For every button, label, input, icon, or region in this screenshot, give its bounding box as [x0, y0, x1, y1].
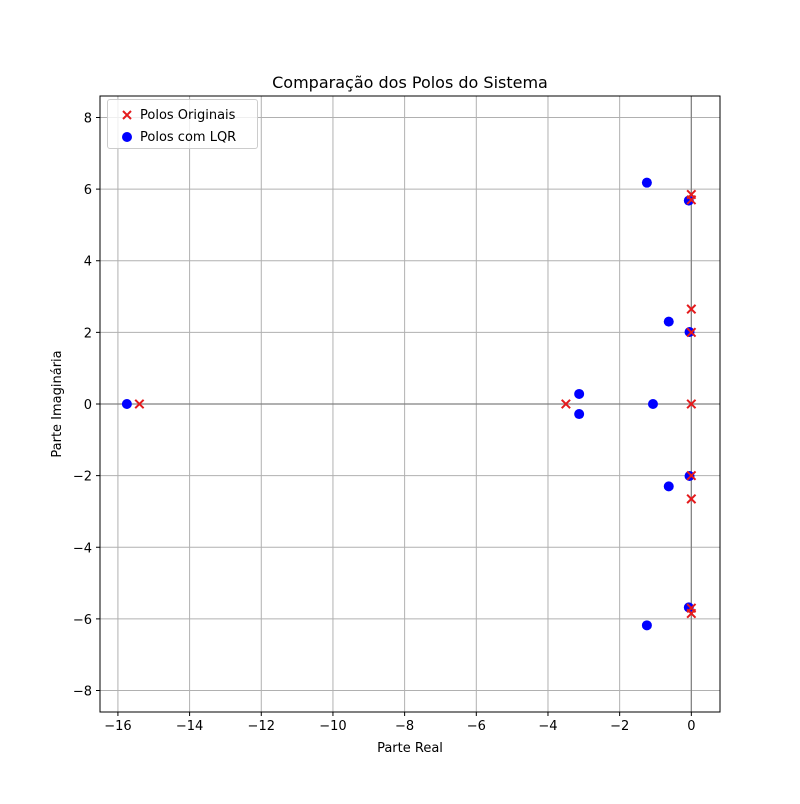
- lqr-pole-point: [663, 481, 674, 492]
- y-tick-label: 0: [84, 398, 92, 413]
- y-tick-label: 6: [84, 183, 92, 198]
- x-tick-label: −16: [104, 719, 131, 734]
- lqr-pole-point: [683, 602, 694, 613]
- lqr-pole-point: [663, 316, 674, 327]
- plot-area-frame: [99, 95, 721, 713]
- x-tick-label: −12: [248, 719, 275, 734]
- lqr-pole-point: [647, 399, 658, 409]
- original-pole-point: [686, 493, 697, 504]
- lqr-pole-point: [574, 388, 585, 399]
- x-tick-label: −14: [176, 719, 203, 734]
- legend: Polos Originais Polos com LQR: [107, 99, 258, 149]
- x-tick-label: −2: [610, 719, 629, 734]
- original-pole-point: [560, 399, 571, 409]
- original-pole-point: [686, 603, 697, 614]
- y-tick-label: −8: [73, 685, 92, 700]
- x-tick-label: −6: [467, 719, 486, 734]
- x-tick-label: −4: [538, 719, 557, 734]
- chart-title: Comparação dos Polos do Sistema: [272, 73, 548, 92]
- legend-label-lqr: Polos com LQR: [140, 129, 237, 145]
- legend-label-original: Polos Originais: [140, 107, 236, 123]
- x-tick-label: −8: [395, 719, 414, 734]
- x-tick-label: −10: [319, 719, 346, 734]
- legend-entry-lqr: Polos com LQR: [108, 126, 236, 148]
- lqr-pole-point: [684, 327, 695, 338]
- original-pole-point: [686, 304, 697, 315]
- lqr-pole-point: [121, 399, 132, 409]
- original-pole-point: [134, 399, 145, 409]
- legend-entry-original: Polos Originais: [108, 104, 235, 126]
- original-pole-point: [686, 470, 697, 481]
- axis-ticks: −16 −14 −12 −10 −8 −6 −4 −2 0 −8 −6 −4 −2 0 2 4 6 8: [73, 111, 696, 734]
- y-tick-label: −4: [73, 541, 92, 556]
- lqr-pole-point: [641, 177, 652, 188]
- x-tick-label: 0: [687, 719, 695, 734]
- legend-circle-marker-icon: [108, 126, 140, 148]
- original-pole-point: [686, 399, 697, 409]
- lqr-pole-point: [684, 470, 695, 481]
- original-pole-point: [686, 194, 697, 205]
- lqr-pole-point: [683, 195, 694, 206]
- y-tick-label: 4: [84, 255, 92, 270]
- y-axis-label: Parte Imaginária: [50, 350, 65, 457]
- x-axis-label: Parte Real: [377, 741, 443, 756]
- legend-x-marker-icon: [108, 104, 140, 126]
- y-tick-label: 2: [84, 326, 92, 341]
- original-pole-point: [686, 327, 697, 338]
- data-points: [121, 177, 697, 631]
- lqr-pole-point: [574, 409, 585, 420]
- lqr-pole-point: [641, 620, 652, 631]
- y-tick-label: 8: [84, 111, 92, 126]
- y-tick-label: −2: [73, 470, 92, 485]
- y-tick-label: −6: [73, 613, 92, 628]
